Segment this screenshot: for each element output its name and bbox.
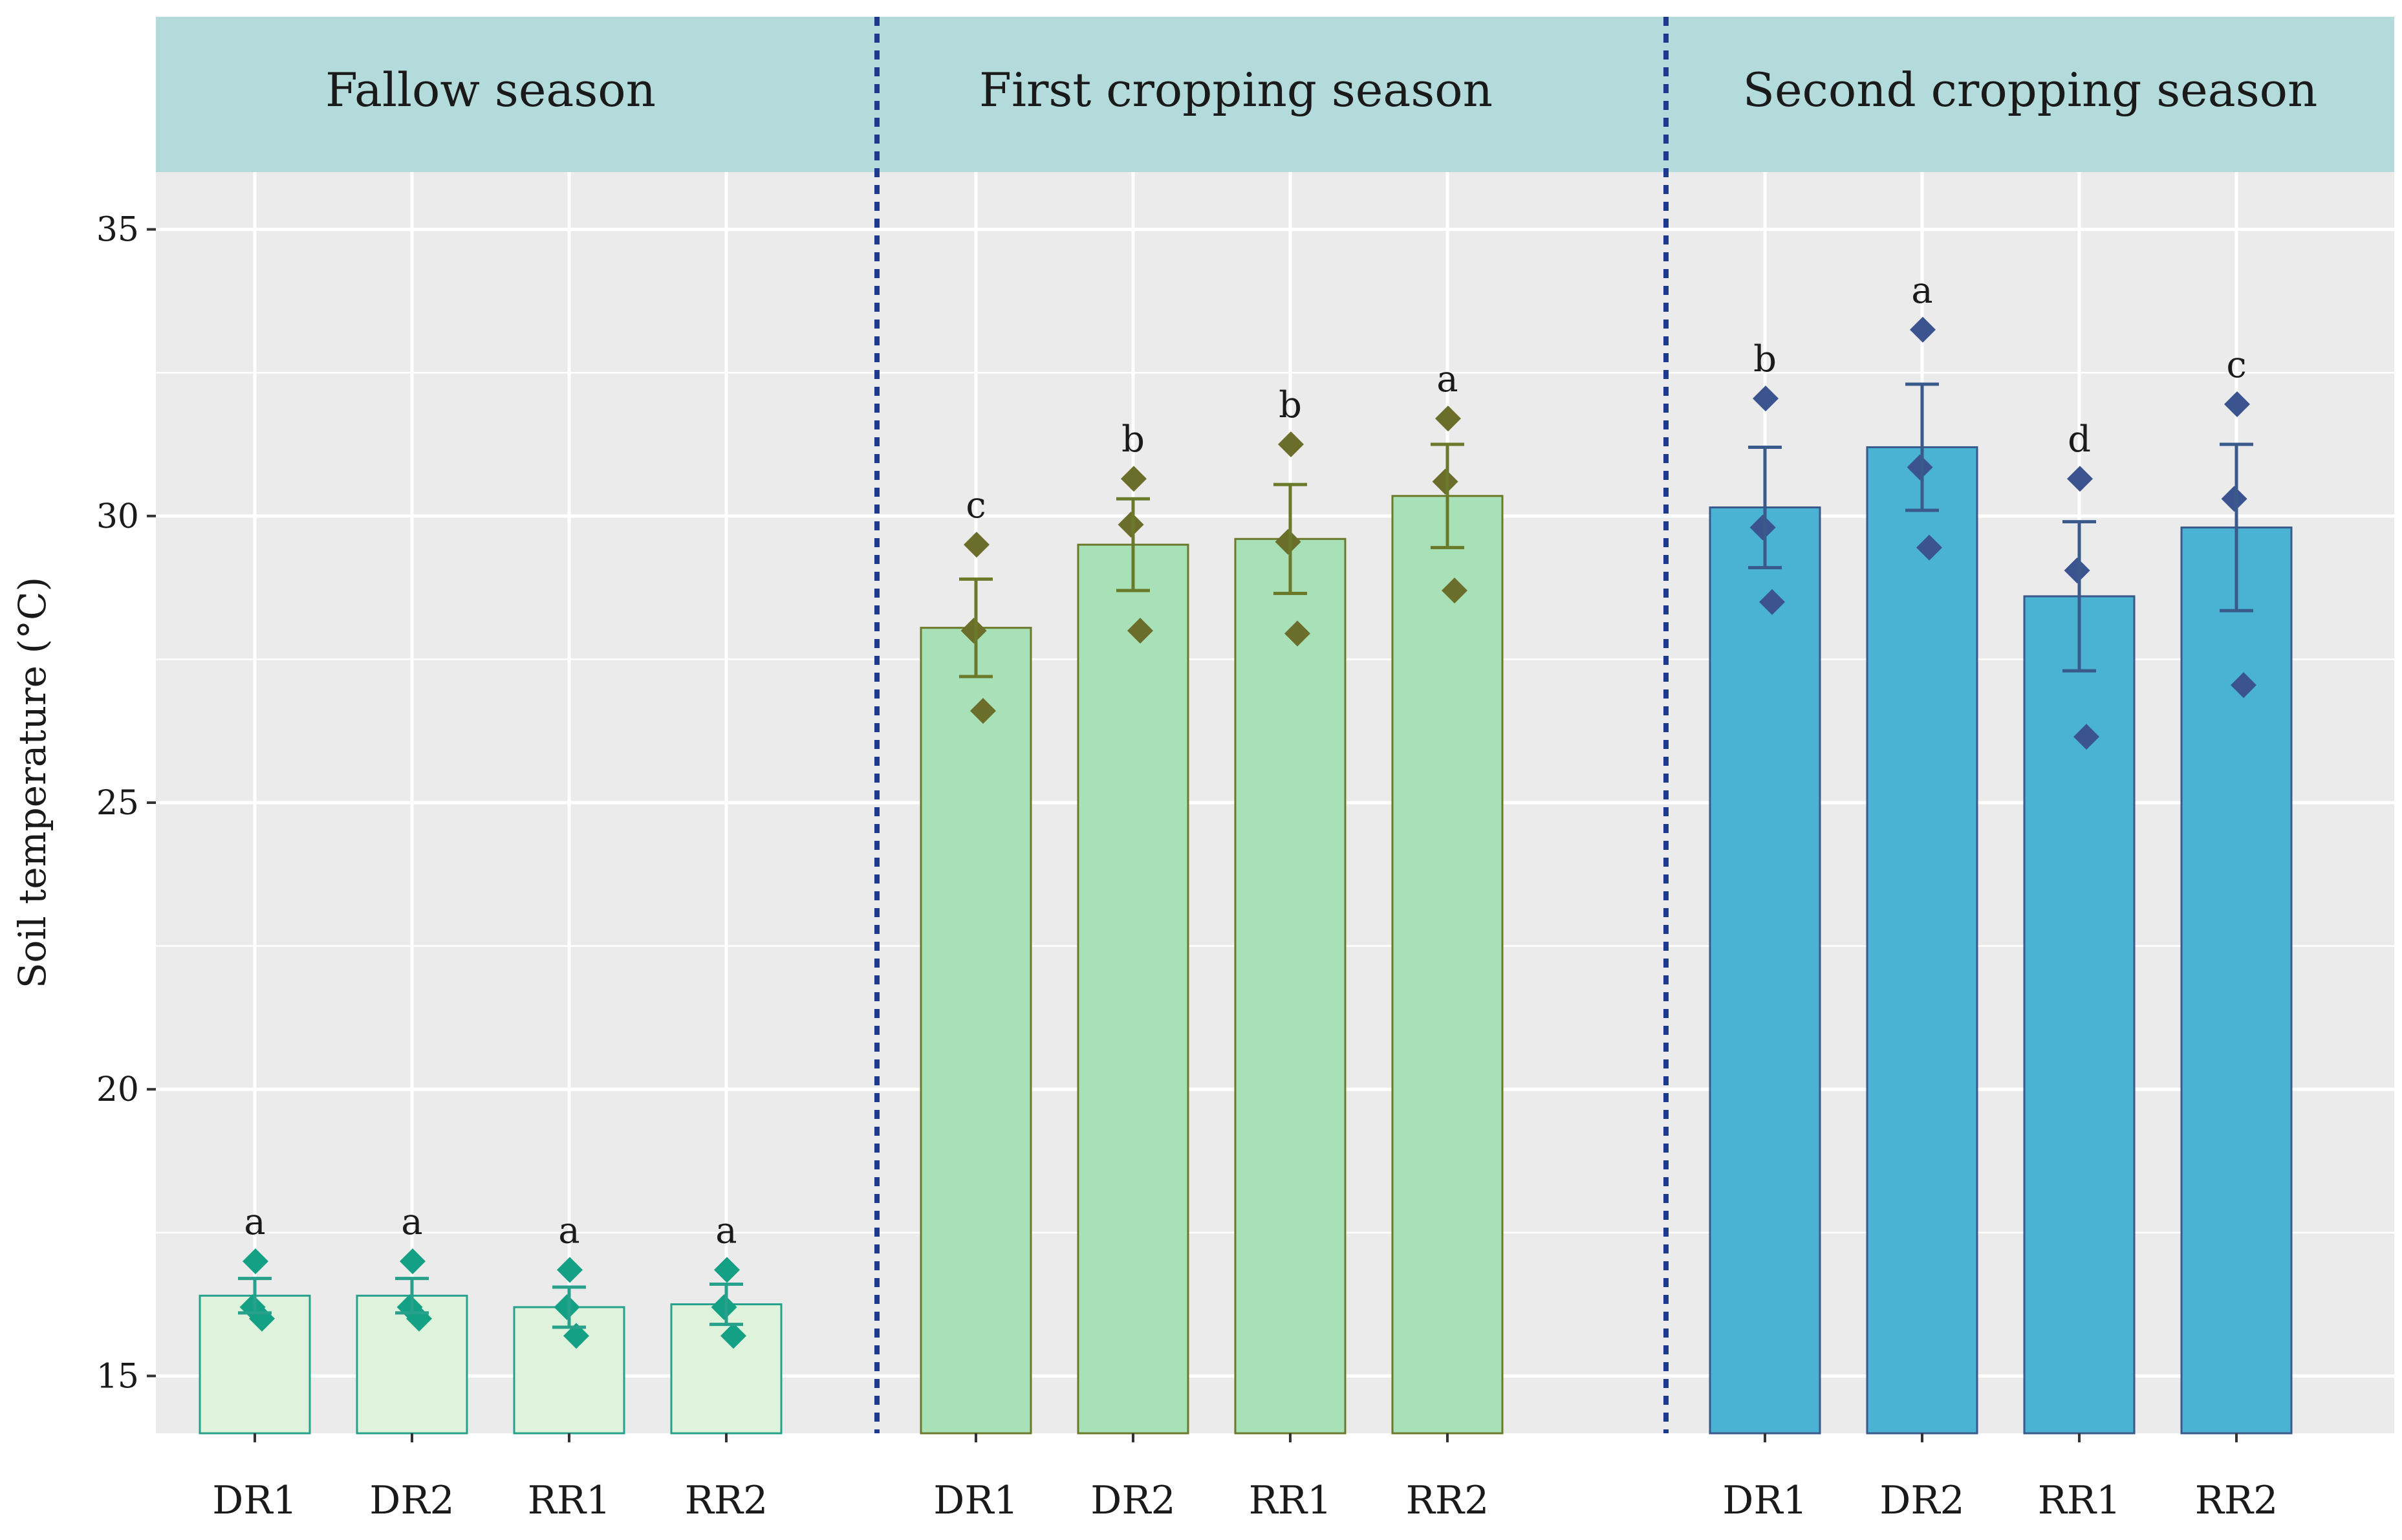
y-tick-label: 25 (96, 784, 139, 823)
y-tick-label: 20 (96, 1070, 139, 1109)
bars-layer (199, 446, 2293, 1435)
x-tick-label: RR1 (528, 1478, 611, 1523)
y-tick-label: 15 (96, 1357, 139, 1396)
x-tick-label: DR1 (933, 1478, 1018, 1523)
significance-letter: a (244, 1201, 265, 1243)
data-point (557, 1257, 583, 1283)
significance-letter: a (401, 1201, 422, 1243)
panel-title: Second cropping season (1743, 63, 2318, 117)
x-tick-label: DR2 (1879, 1478, 1964, 1523)
x-tick-label: DR1 (1722, 1478, 1807, 1523)
x-tick-label: RR2 (685, 1478, 768, 1523)
data-point (2064, 558, 2090, 584)
data-point (1278, 431, 1304, 458)
x-tick-label: RR2 (2195, 1478, 2278, 1523)
data-point (1275, 528, 1301, 555)
significance-letter: a (715, 1209, 737, 1252)
data-point (1284, 620, 1310, 647)
data-point (1753, 385, 1779, 412)
data-point (720, 1323, 746, 1349)
strip-background (156, 17, 2394, 172)
data-point (1435, 406, 1461, 432)
panel-title: First cropping season (979, 63, 1493, 117)
panel-title: Fallow season (325, 63, 656, 117)
strip-layer: Fallow season First cropping season Second… (156, 17, 2394, 172)
data-point (1759, 589, 1785, 615)
bar (1234, 537, 1347, 1435)
bar (1866, 446, 1978, 1435)
data-point (1121, 466, 1147, 492)
data-point (1916, 534, 1942, 561)
data-point (960, 618, 987, 644)
data-point (563, 1323, 589, 1349)
x-axis: DR1 DR2 RR1 RR2 DR1 DR2 RR1 RR2 DR1 DR2 RR1 RR2 (212, 1433, 2278, 1523)
significance-letter: b (1753, 338, 1777, 380)
data-point (243, 1248, 268, 1275)
data-point (554, 1294, 580, 1320)
bar (1391, 495, 1504, 1435)
data-point (1749, 514, 1776, 541)
bar (1709, 506, 1821, 1435)
data-point (2224, 391, 2250, 417)
data-point (964, 532, 990, 558)
y-axis: 15 20 25 30 35 (96, 211, 156, 1396)
data-point (1432, 468, 1458, 495)
data-point (400, 1248, 426, 1275)
data-point (970, 698, 996, 724)
data-point (2231, 672, 2256, 699)
data-point (2073, 724, 2099, 750)
significance-letter: c (2226, 344, 2246, 386)
divider-layer (874, 17, 1669, 1433)
significance-letter: a (558, 1209, 579, 1252)
significance-letter: b (1121, 418, 1145, 461)
errorbars-layer (238, 382, 2253, 1329)
data-point (1907, 454, 1933, 481)
data-point (714, 1257, 740, 1283)
data-point (2067, 466, 2093, 492)
y-tick-label: 35 (96, 211, 139, 250)
x-tick-label: RR1 (1249, 1478, 1332, 1523)
data-point (1118, 512, 1144, 538)
x-tick-label: RR1 (2038, 1478, 2121, 1523)
significance-letter: d (2068, 418, 2091, 461)
significance-letter: a (1911, 270, 1932, 312)
bar (920, 627, 1032, 1435)
data-point (1910, 316, 1936, 343)
letters-layer: a a a a c b b a b a d c (244, 270, 2246, 1252)
x-tick-label: DR2 (369, 1478, 454, 1523)
bar (2023, 595, 2136, 1435)
x-tick-label: RR2 (1406, 1478, 1489, 1523)
significance-letter: c (966, 484, 986, 526)
y-tick-label: 30 (96, 497, 139, 536)
x-tick-label: DR1 (212, 1478, 297, 1523)
y-axis-title: Soil temperature (°C) (10, 577, 54, 988)
bar (2180, 526, 2293, 1435)
data-point (2221, 486, 2247, 512)
data-point (711, 1294, 737, 1320)
x-tick-label: DR2 (1090, 1478, 1175, 1523)
significance-letter: b (1279, 384, 1302, 426)
significance-letter: a (1436, 358, 1458, 400)
bar (1077, 543, 1189, 1435)
data-point (1442, 578, 1467, 604)
points-layer (239, 316, 2256, 1349)
data-point (1127, 618, 1153, 644)
